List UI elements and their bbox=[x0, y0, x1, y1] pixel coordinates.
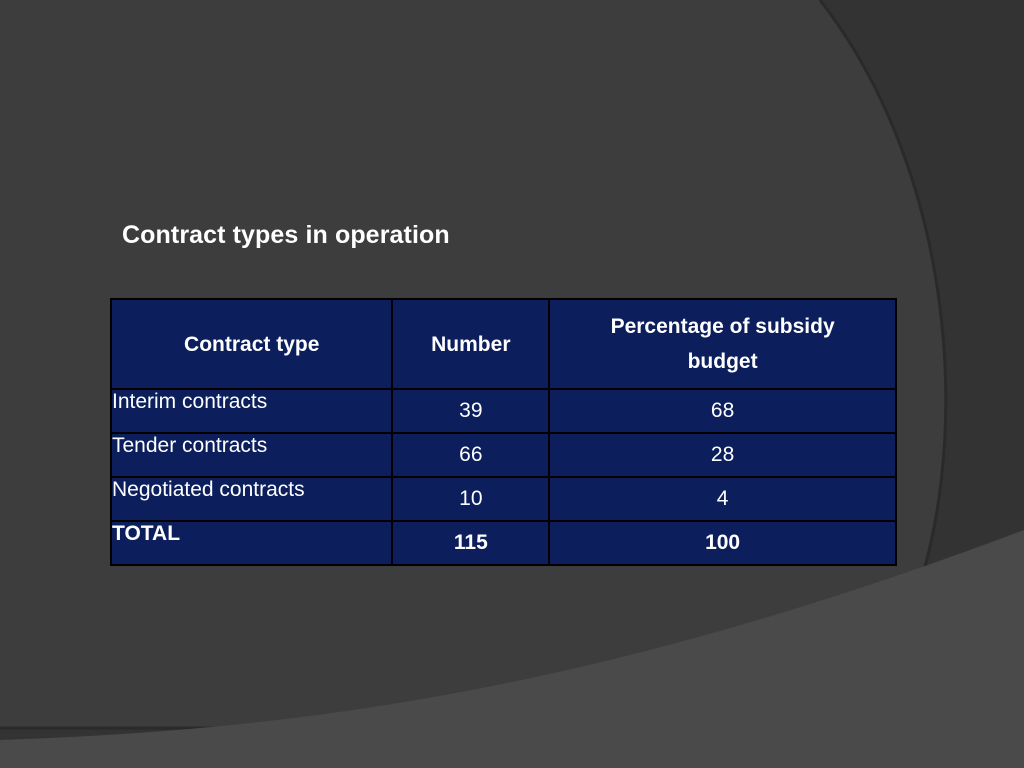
table-row: Negotiated contracts 10 4 bbox=[109, 476, 897, 522]
contract-types-table: Contract type Number Percentage of subsi… bbox=[109, 298, 897, 566]
row-contract-type: Tender contracts bbox=[109, 432, 394, 478]
total-number: 115 bbox=[391, 520, 551, 566]
total-percentage: 100 bbox=[548, 520, 897, 566]
header-percentage: Percentage of subsidy budget bbox=[548, 298, 897, 390]
slide-title: Contract types in operation bbox=[122, 221, 450, 249]
table-total-row: TOTAL 115 100 bbox=[109, 520, 897, 566]
row-contract-type: Negotiated contracts bbox=[109, 476, 394, 522]
row-number: 39 bbox=[391, 388, 551, 434]
row-number: 66 bbox=[391, 432, 551, 478]
row-percentage: 68 bbox=[548, 388, 897, 434]
table-row: Interim contracts 39 68 bbox=[109, 388, 897, 434]
row-percentage: 28 bbox=[548, 432, 897, 478]
table-row: Tender contracts 66 28 bbox=[109, 432, 897, 478]
row-contract-type: Interim contracts bbox=[109, 388, 394, 434]
table-header-row: Contract type Number Percentage of subsi… bbox=[109, 298, 897, 390]
header-contract-type: Contract type bbox=[109, 298, 394, 390]
row-percentage: 4 bbox=[548, 476, 897, 522]
total-label: TOTAL bbox=[109, 520, 394, 566]
header-number: Number bbox=[391, 298, 551, 390]
row-number: 10 bbox=[391, 476, 551, 522]
